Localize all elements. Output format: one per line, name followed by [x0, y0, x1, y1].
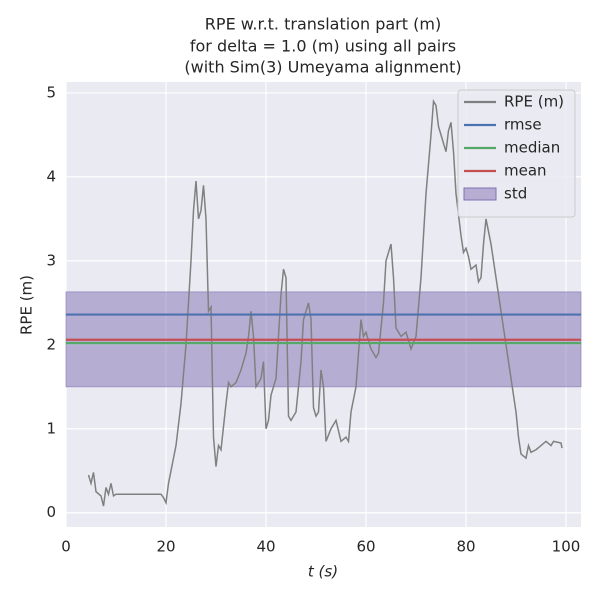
legend-swatch — [463, 187, 497, 201]
legend-label: std — [504, 185, 527, 203]
legend-label: mean — [504, 162, 547, 180]
y-tick-label: 0 — [46, 503, 56, 521]
y-tick-label: 5 — [46, 83, 56, 101]
x-tick-label: 80 — [456, 538, 475, 556]
legend-box — [457, 89, 576, 218]
x-tick-label: 0 — [61, 538, 71, 556]
legend-label: rmse — [504, 116, 542, 134]
y-tick-label: 4 — [46, 167, 56, 185]
x-tick-label: 40 — [256, 538, 275, 556]
title-line: (with Sim(3) Umeyama alignment) — [184, 58, 461, 77]
x-tick-label: 100 — [552, 538, 581, 556]
legend-label: median — [504, 139, 560, 157]
y-axis-label: RPE (m) — [18, 275, 36, 335]
y-tick-label: 3 — [46, 251, 56, 269]
legend-label: RPE (m) — [504, 93, 564, 111]
title-line: for delta = 1.0 (m) using all pairs — [190, 37, 456, 56]
rpe-line — [87, 98, 563, 507]
y-tick-label: 1 — [46, 419, 56, 437]
title-line: RPE w.r.t. translation part (m) — [205, 15, 441, 34]
x-tick-label: 20 — [156, 538, 175, 556]
y-tick-label: 2 — [46, 335, 56, 353]
x-tick-label: 60 — [356, 538, 375, 556]
x-axis-label: t (s) — [308, 563, 338, 581]
